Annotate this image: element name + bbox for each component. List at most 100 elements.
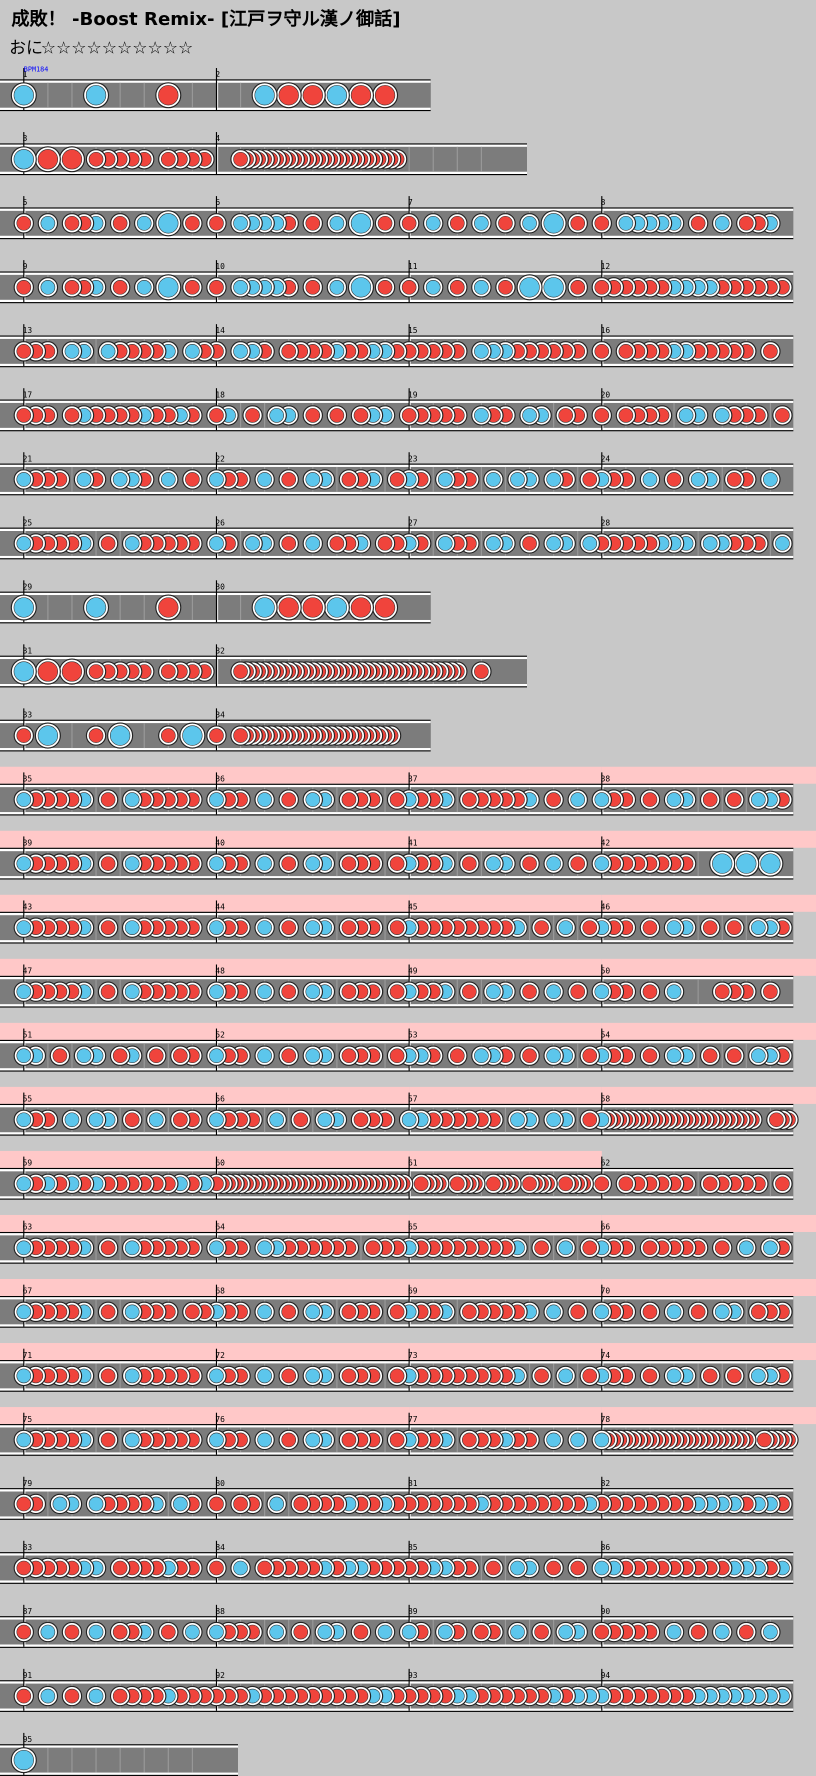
note-face [726, 1368, 742, 1384]
note [13, 213, 34, 234]
note [663, 469, 685, 490]
note-face [341, 920, 357, 935]
note [206, 1621, 227, 1643]
gogo-band [601, 1343, 816, 1361]
note [555, 917, 576, 938]
note [206, 533, 227, 554]
note-face [437, 472, 453, 487]
note [338, 981, 360, 1002]
note-face [209, 856, 224, 871]
note [302, 1301, 323, 1323]
note [61, 405, 83, 426]
note-face [305, 472, 321, 487]
note-face [353, 408, 369, 423]
note-face [160, 472, 176, 487]
note [519, 533, 540, 554]
gogo-band [409, 1150, 602, 1168]
note [507, 469, 528, 490]
note-face [642, 1304, 658, 1320]
note-face [666, 792, 682, 807]
measure-number: 62 [601, 1159, 611, 1168]
note [748, 1365, 769, 1387]
note [10, 82, 37, 109]
measure-number: 4 [215, 134, 220, 143]
note [699, 1173, 721, 1194]
note-face [546, 984, 561, 1000]
note [121, 1237, 143, 1259]
gogo-band [409, 766, 602, 784]
note [760, 469, 781, 490]
note-face [209, 536, 224, 551]
note [61, 1109, 83, 1130]
note-face [341, 792, 357, 807]
measure-number: 7 [408, 198, 413, 207]
note [266, 405, 287, 426]
note-face [88, 664, 104, 679]
note [540, 274, 567, 301]
note [699, 1365, 721, 1387]
note [447, 213, 468, 234]
measure-number: 42 [601, 839, 611, 848]
note [242, 533, 263, 554]
note [398, 1109, 420, 1130]
measure-number: 40 [215, 839, 225, 848]
note [699, 789, 721, 810]
note-face [534, 1240, 549, 1256]
note-face [158, 85, 179, 106]
note [347, 82, 374, 109]
note [495, 213, 516, 234]
note-face [594, 1176, 610, 1192]
note [254, 1237, 275, 1259]
note [13, 1685, 34, 1707]
note-face [100, 536, 116, 551]
note-face [88, 1496, 104, 1512]
note [206, 405, 227, 426]
note [326, 405, 348, 426]
note [459, 1429, 480, 1451]
note-face [425, 215, 441, 231]
note-face [389, 920, 405, 935]
note-face [16, 1368, 32, 1384]
note [83, 82, 110, 109]
note-face [594, 856, 610, 871]
note [13, 1173, 34, 1194]
note-face [486, 1176, 501, 1192]
note-face [558, 1176, 573, 1192]
note [471, 213, 492, 234]
gogo-band [409, 894, 602, 912]
measure-number: 68 [215, 1287, 225, 1296]
note-face [353, 1112, 369, 1128]
note-face [305, 792, 321, 807]
measure-number: 76 [215, 1415, 225, 1424]
measure-number: 38 [601, 774, 611, 783]
note-face [519, 277, 540, 298]
measure-number: 3 [23, 134, 28, 143]
note-face [702, 1176, 718, 1192]
note-face [160, 1624, 176, 1640]
measure-number: 48 [215, 967, 225, 976]
note-face [209, 1368, 224, 1384]
row: 47 48 49 50 [0, 958, 816, 1008]
note-face [534, 1624, 549, 1640]
note-face [185, 472, 200, 487]
note-face [570, 792, 586, 807]
measure-number: 12 [601, 262, 611, 271]
note [121, 1109, 143, 1130]
note [230, 1557, 251, 1579]
note-face [486, 984, 501, 1000]
note [724, 1045, 745, 1066]
note [13, 1301, 34, 1323]
note-face [462, 856, 477, 871]
note [275, 82, 302, 109]
note-face [702, 792, 718, 807]
note [398, 213, 420, 234]
note [423, 277, 444, 298]
note [699, 917, 721, 938]
note-face [690, 215, 706, 231]
note-face [401, 215, 417, 231]
note-face [642, 1240, 658, 1256]
note-face [88, 1112, 104, 1128]
note-face [37, 725, 59, 746]
